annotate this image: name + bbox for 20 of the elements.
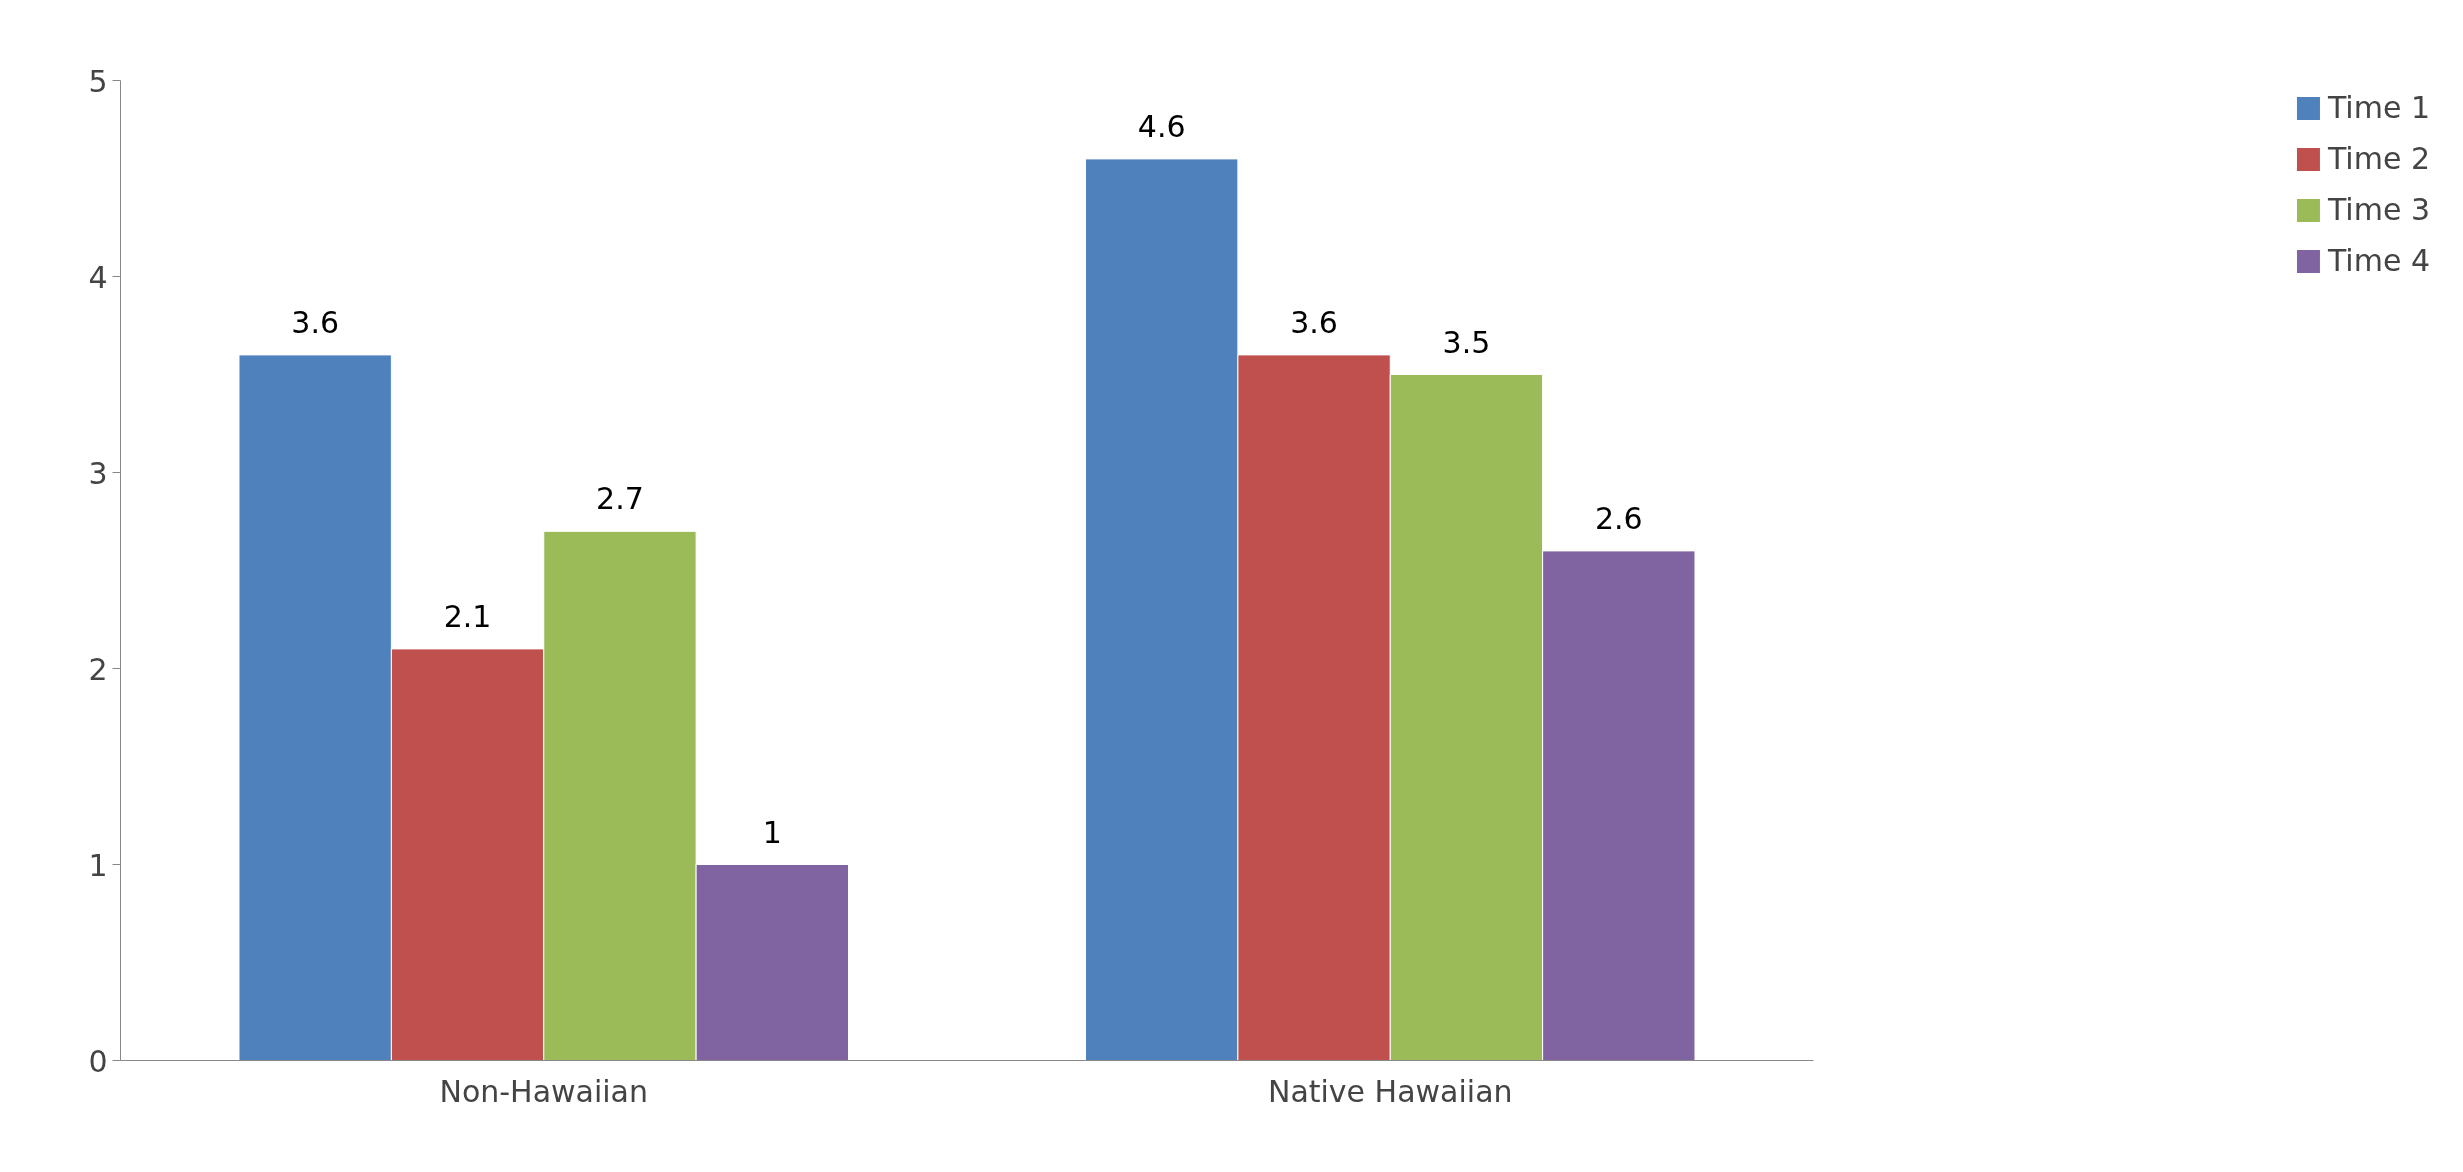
- x-tick-label: Native Hawaiian: [1267, 1073, 1513, 1109]
- data-label: 2.1: [443, 598, 492, 634]
- data-label: 3.5: [1442, 324, 1491, 360]
- x-tick-label: Non-Hawaiian: [439, 1073, 649, 1109]
- data-label: 3.6: [1290, 304, 1338, 340]
- y-tick-label: 4: [88, 259, 108, 295]
- data-label: 1: [762, 814, 782, 850]
- legend-label: Time 3: [2327, 192, 2430, 227]
- data-label: 3.6: [291, 304, 340, 340]
- y-tick-label: 0: [88, 1043, 108, 1079]
- legend-label: Time 4: [2327, 243, 2430, 278]
- y-tick-label: 2: [88, 651, 108, 687]
- y-tick-label: 5: [88, 63, 108, 99]
- data-label: 4.6: [1137, 108, 1186, 144]
- data-label: 2.6: [1594, 500, 1643, 536]
- y-tick-label: 3: [88, 455, 108, 491]
- data-label: 2.7: [596, 481, 644, 517]
- legend-label: Time 2: [2327, 141, 2430, 176]
- y-tick-label: 1: [88, 847, 108, 883]
- legend-label: Time 1: [2327, 90, 2430, 125]
